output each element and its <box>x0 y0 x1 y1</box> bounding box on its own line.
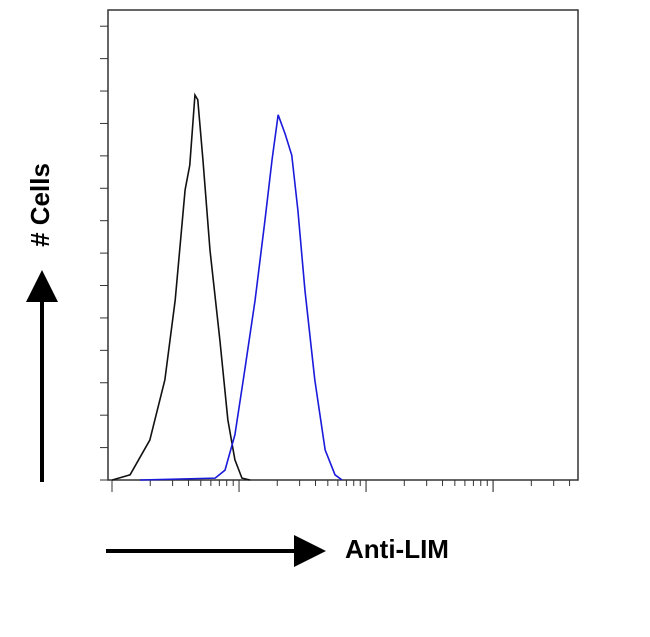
histogram-curve <box>112 92 251 481</box>
x-axis-label: Anti-LIM <box>345 534 449 564</box>
plot-frame <box>107 9 579 481</box>
y-axis-label: # Cells <box>25 163 55 247</box>
histogram-curve <box>139 114 343 481</box>
axis-ticks <box>100 25 571 492</box>
